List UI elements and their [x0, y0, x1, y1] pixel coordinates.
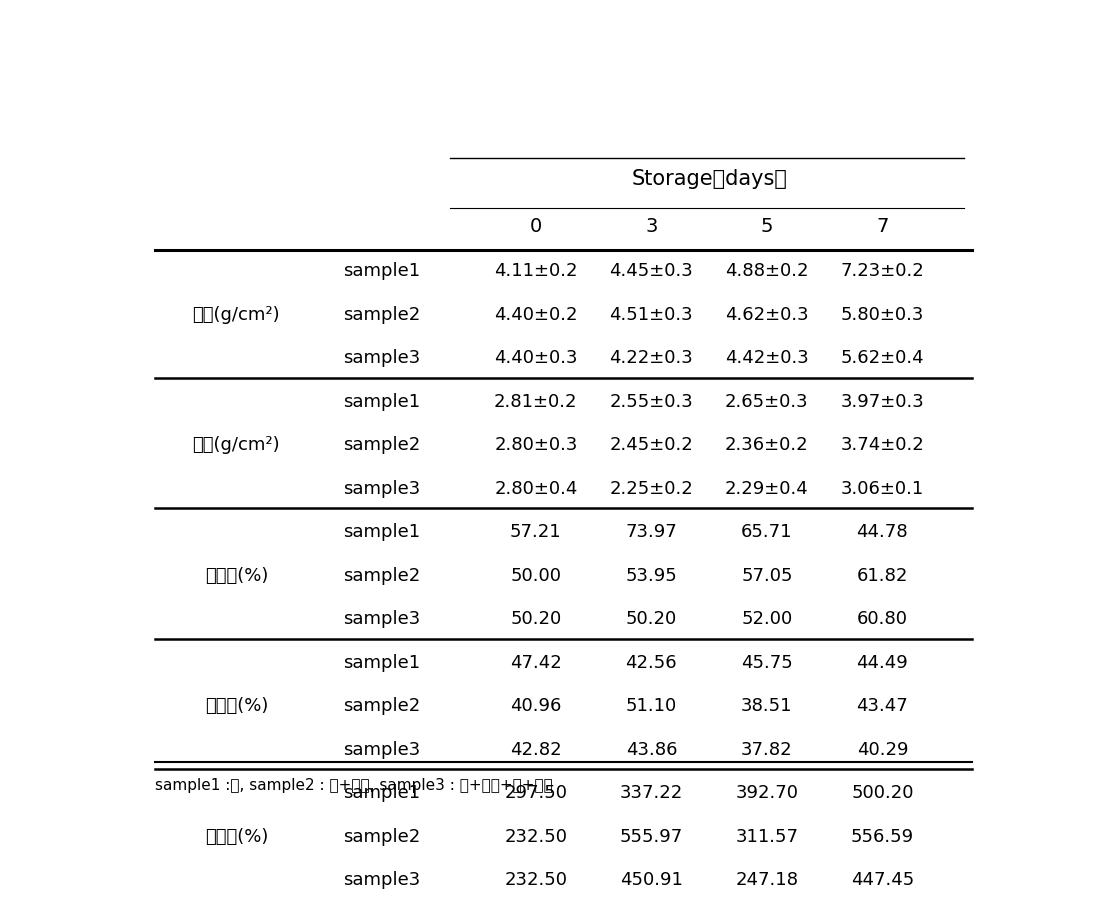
Text: 43.47: 43.47 [857, 697, 909, 715]
Text: 응집성(%): 응집성(%) [204, 697, 268, 715]
Text: 2.45±0.2: 2.45±0.2 [609, 436, 693, 455]
Text: 57.21: 57.21 [510, 523, 562, 541]
Text: 2.65±0.3: 2.65±0.3 [725, 393, 808, 411]
Text: 2.80±0.4: 2.80±0.4 [495, 480, 577, 497]
Text: 3.06±0.1: 3.06±0.1 [841, 480, 924, 497]
Text: sample1: sample1 [343, 523, 421, 541]
Text: 61.82: 61.82 [857, 567, 909, 585]
Text: sample1: sample1 [343, 393, 421, 411]
Text: 42.56: 42.56 [626, 654, 677, 671]
Text: sample2: sample2 [343, 697, 421, 715]
Text: 60.80: 60.80 [857, 610, 907, 629]
Text: 0: 0 [530, 217, 542, 236]
Text: 52.00: 52.00 [741, 610, 793, 629]
Text: sample1: sample1 [343, 784, 421, 803]
Text: 2.29±0.4: 2.29±0.4 [725, 480, 809, 497]
Text: sample3: sample3 [343, 741, 421, 759]
Text: 7: 7 [877, 217, 889, 236]
Text: 4.51±0.3: 4.51±0.3 [609, 306, 693, 323]
Text: 500.20: 500.20 [851, 784, 914, 803]
Text: 2.25±0.2: 2.25±0.2 [609, 480, 693, 497]
Text: 51.10: 51.10 [626, 697, 677, 715]
Text: 50.00: 50.00 [510, 567, 561, 585]
Text: sample1: sample1 [343, 262, 421, 281]
Text: 4.45±0.3: 4.45±0.3 [609, 262, 693, 281]
Text: 44.49: 44.49 [857, 654, 909, 671]
Text: 555.97: 555.97 [619, 828, 683, 845]
Text: 247.18: 247.18 [735, 871, 798, 889]
Text: 연도(g/cm²): 연도(g/cm²) [192, 436, 280, 455]
Text: 65.71: 65.71 [741, 523, 793, 541]
Text: 2.81±0.2: 2.81±0.2 [495, 393, 577, 411]
Text: 4.11±0.2: 4.11±0.2 [495, 262, 577, 281]
Text: 3: 3 [645, 217, 658, 236]
Text: sample1: sample1 [343, 654, 421, 671]
Text: 232.50: 232.50 [505, 871, 567, 889]
Text: sample2: sample2 [343, 567, 421, 585]
Text: 2.80±0.3: 2.80±0.3 [495, 436, 577, 455]
Text: sample3: sample3 [343, 349, 421, 367]
Text: 40.96: 40.96 [510, 697, 562, 715]
Text: 4.62±0.3: 4.62±0.3 [725, 306, 808, 323]
Text: 337.22: 337.22 [619, 784, 683, 803]
Text: 53.95: 53.95 [626, 567, 677, 585]
Text: 44.78: 44.78 [857, 523, 909, 541]
Text: 5.62±0.4: 5.62±0.4 [840, 349, 924, 367]
Text: 강도(g/cm²): 강도(g/cm²) [192, 306, 280, 323]
Text: 232.50: 232.50 [505, 828, 567, 845]
Text: 50.20: 50.20 [510, 610, 562, 629]
Text: 556.59: 556.59 [851, 828, 914, 845]
Text: 450.91: 450.91 [620, 871, 682, 889]
Text: 311.57: 311.57 [735, 828, 798, 845]
Text: Storage（days）: Storage（days） [631, 169, 787, 189]
Text: 탄력성(%): 탄력성(%) [204, 567, 268, 585]
Text: 7.23±0.2: 7.23±0.2 [840, 262, 924, 281]
Text: 5: 5 [761, 217, 773, 236]
Text: 42.82: 42.82 [510, 741, 562, 759]
Text: sample3: sample3 [343, 871, 421, 889]
Text: 3.97±0.3: 3.97±0.3 [840, 393, 924, 411]
Text: 4.40±0.3: 4.40±0.3 [495, 349, 577, 367]
Text: sample3: sample3 [343, 480, 421, 497]
Text: sample2: sample2 [343, 828, 421, 845]
Text: 4.40±0.2: 4.40±0.2 [495, 306, 577, 323]
Text: sample1 :감, sample2 : 감+키위, sample3 : 감+키위+배+산약: sample1 :감, sample2 : 감+키위, sample3 : 감+… [155, 778, 553, 793]
Text: 47.42: 47.42 [510, 654, 562, 671]
Text: 43.86: 43.86 [626, 741, 677, 759]
Text: 37.82: 37.82 [741, 741, 793, 759]
Text: 4.88±0.2: 4.88±0.2 [725, 262, 808, 281]
Text: 4.42±0.3: 4.42±0.3 [725, 349, 809, 367]
Text: 45.75: 45.75 [741, 654, 793, 671]
Text: 50.20: 50.20 [626, 610, 677, 629]
Text: 3.74±0.2: 3.74±0.2 [840, 436, 924, 455]
Text: 2.36±0.2: 2.36±0.2 [725, 436, 808, 455]
Text: 4.22±0.3: 4.22±0.3 [609, 349, 693, 367]
Text: 57.05: 57.05 [741, 567, 793, 585]
Text: sample2: sample2 [343, 436, 421, 455]
Text: 2.55±0.3: 2.55±0.3 [609, 393, 693, 411]
Text: 씨음성(%): 씨음성(%) [204, 828, 268, 845]
Text: 40.29: 40.29 [857, 741, 909, 759]
Text: 447.45: 447.45 [851, 871, 914, 889]
Text: sample3: sample3 [343, 610, 421, 629]
Text: 5.80±0.3: 5.80±0.3 [840, 306, 924, 323]
Text: 297.50: 297.50 [505, 784, 567, 803]
Text: 38.51: 38.51 [741, 697, 793, 715]
Text: 73.97: 73.97 [626, 523, 677, 541]
Text: sample2: sample2 [343, 306, 421, 323]
Text: 392.70: 392.70 [735, 784, 798, 803]
